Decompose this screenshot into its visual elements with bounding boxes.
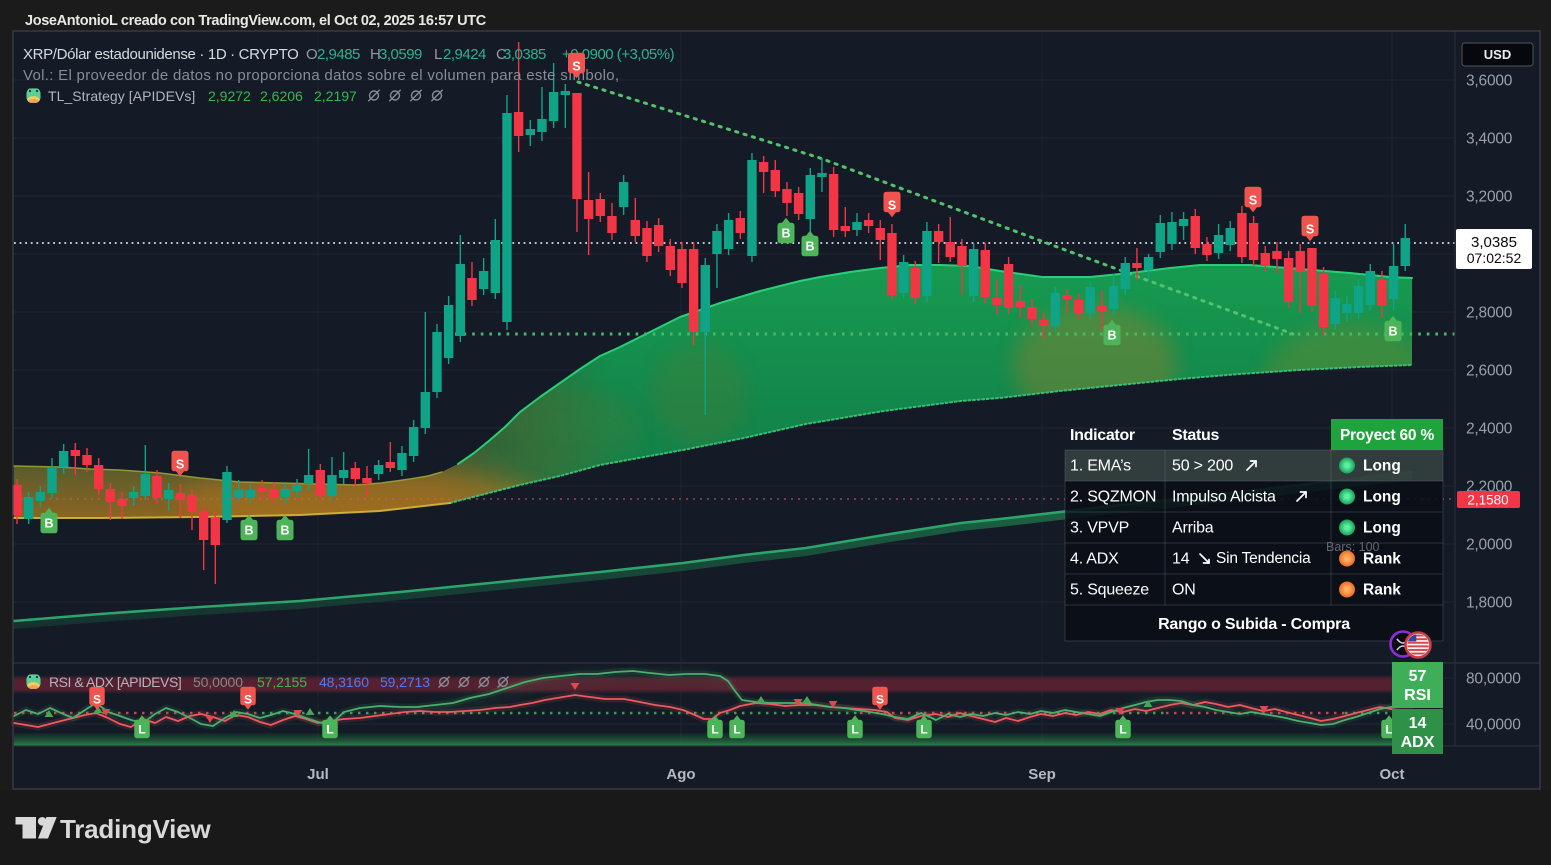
svg-text:L: L <box>434 46 442 63</box>
svg-text:JoseAntonioL creado con Tradin: JoseAntonioL creado con TradingView.com,… <box>25 13 487 29</box>
svg-text:O: O <box>306 46 318 63</box>
svg-text:4. ADX: 4. ADX <box>1070 551 1119 568</box>
svg-text:Status: Status <box>1172 427 1220 444</box>
svg-text:Oct: Oct <box>1379 766 1404 783</box>
svg-text:B: B <box>44 517 53 531</box>
svg-text:2,6206: 2,6206 <box>260 88 303 104</box>
svg-text:C: C <box>496 46 507 63</box>
svg-text:5. Squeeze: 5. Squeeze <box>1070 582 1149 599</box>
svg-text:Rank: Rank <box>1363 582 1401 599</box>
svg-text:TradingView: TradingView <box>60 814 211 844</box>
svg-text:B: B <box>805 240 814 254</box>
svg-text:Rango o Subida - Compra: Rango o Subida - Compra <box>1158 616 1350 633</box>
svg-text:3,2000: 3,2000 <box>1466 189 1513 206</box>
svg-text:+0,0900 (+3,05%): +0,0900 (+3,05%) <box>562 46 675 63</box>
svg-text:Long: Long <box>1363 458 1401 475</box>
svg-text:80,0000: 80,0000 <box>1466 671 1521 688</box>
svg-text:48,3160: 48,3160 <box>319 674 369 690</box>
svg-text:S: S <box>876 692 884 706</box>
svg-text:L: L <box>733 722 740 736</box>
svg-text:Sin Tendencia: Sin Tendencia <box>1216 550 1311 567</box>
svg-text:2,1580: 2,1580 <box>1467 493 1508 508</box>
svg-text:B: B <box>280 524 289 538</box>
svg-text:S: S <box>888 199 896 213</box>
svg-text:2,9485: 2,9485 <box>317 46 360 63</box>
svg-text:07:02:52: 07:02:52 <box>1467 250 1522 266</box>
svg-text:L: L <box>851 722 858 736</box>
svg-text:Rank: Rank <box>1363 551 1401 568</box>
svg-text:2,9272: 2,9272 <box>208 88 251 104</box>
svg-text:TL_Strategy [APIDEVs]: TL_Strategy [APIDEVs] <box>48 88 195 104</box>
svg-text:S: S <box>93 692 101 706</box>
svg-text:RSI: RSI <box>1404 687 1431 704</box>
svg-text:H: H <box>370 46 381 63</box>
svg-text:Proyect 60 %: Proyect 60 % <box>1340 427 1435 444</box>
svg-text:3. VPVP: 3. VPVP <box>1070 520 1129 537</box>
svg-text:2,6000: 2,6000 <box>1466 363 1513 380</box>
svg-text:50 > 200: 50 > 200 <box>1172 458 1233 475</box>
svg-text:B: B <box>781 227 790 241</box>
svg-text:L: L <box>711 722 718 736</box>
svg-text:RSI & ADX [APIDEVS]: RSI & ADX [APIDEVS] <box>49 674 181 690</box>
svg-text:S: S <box>244 692 252 706</box>
svg-text:1,8000: 1,8000 <box>1466 595 1513 612</box>
svg-text:57,2155: 57,2155 <box>257 674 307 690</box>
svg-text:B: B <box>1388 325 1397 339</box>
svg-text:2. SQZMON: 2. SQZMON <box>1070 489 1156 506</box>
svg-text:USD: USD <box>1484 47 1511 62</box>
svg-text:Arriba: Arriba <box>1172 520 1214 537</box>
svg-text:S: S <box>572 60 580 74</box>
svg-text:Jul: Jul <box>307 766 329 783</box>
svg-text:3,4000: 3,4000 <box>1466 131 1513 148</box>
svg-text:2,9424: 2,9424 <box>443 46 486 63</box>
svg-text:L: L <box>1119 722 1126 736</box>
svg-text:Indicator: Indicator <box>1070 427 1135 444</box>
svg-text:57: 57 <box>1409 668 1427 685</box>
svg-text:B: B <box>1107 329 1116 343</box>
svg-text:50,0000: 50,0000 <box>193 674 243 690</box>
svg-text:L: L <box>920 722 927 736</box>
svg-text:2,4000: 2,4000 <box>1466 421 1513 438</box>
svg-text:40,0000: 40,0000 <box>1466 717 1521 734</box>
svg-text:B: B <box>244 524 253 538</box>
svg-text:ADX: ADX <box>1401 734 1435 751</box>
svg-text:L: L <box>138 722 145 736</box>
svg-text:14: 14 <box>1172 551 1190 568</box>
svg-text:S: S <box>1306 223 1314 237</box>
svg-text:XRP/Dólar estadounidense · 1D: XRP/Dólar estadounidense · 1D · CRYPTO <box>23 46 298 63</box>
svg-text:Sep: Sep <box>1028 766 1056 783</box>
svg-text:S: S <box>1249 194 1257 208</box>
svg-text:ON: ON <box>1172 582 1196 599</box>
svg-text:Vol.: El proveedor de datos no: Vol.: El proveedor de datos no proporcio… <box>23 67 619 84</box>
svg-text:14: 14 <box>1409 715 1427 732</box>
svg-text:3,0599: 3,0599 <box>379 46 422 63</box>
svg-text:Long: Long <box>1363 489 1401 506</box>
svg-text:S: S <box>176 458 184 472</box>
svg-text:2,8000: 2,8000 <box>1466 305 1513 322</box>
svg-text:3,0385: 3,0385 <box>503 46 546 63</box>
svg-text:3,0385: 3,0385 <box>1471 234 1517 251</box>
svg-text:59,2713: 59,2713 <box>380 674 430 690</box>
svg-text:3,6000: 3,6000 <box>1466 73 1513 90</box>
svg-text:1. EMA’s: 1. EMA’s <box>1070 458 1131 475</box>
svg-text:Long: Long <box>1363 520 1401 537</box>
svg-text:L: L <box>326 722 333 736</box>
svg-text:Ago: Ago <box>666 766 695 783</box>
svg-text:Impulso Alcista: Impulso Alcista <box>1172 489 1276 506</box>
svg-text:2,2197: 2,2197 <box>314 88 357 104</box>
svg-text:L: L <box>1385 722 1392 736</box>
svg-text:Bars: 100: Bars: 100 <box>1326 540 1380 554</box>
svg-text:2,0000: 2,0000 <box>1466 537 1513 554</box>
